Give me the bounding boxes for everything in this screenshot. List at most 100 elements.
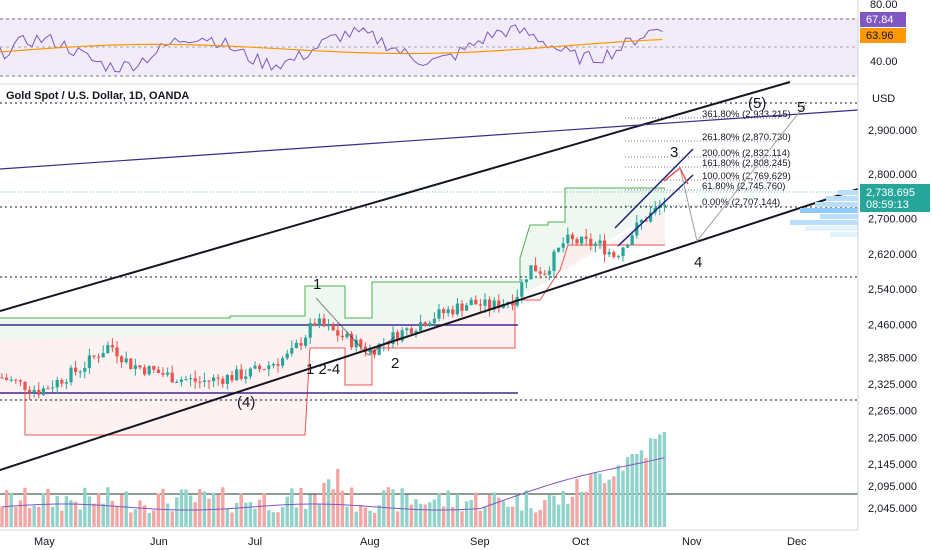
time-tick-label: Aug <box>360 536 380 548</box>
volume-bar <box>492 492 496 527</box>
price-tick-label: 2,620.000 <box>868 249 917 261</box>
candle-body <box>106 345 110 354</box>
svg-text:67.84: 67.84 <box>866 14 894 26</box>
volume-bar <box>584 491 588 527</box>
price-tick-label: 2,460.000 <box>868 320 917 332</box>
volume-bar <box>4 490 9 527</box>
candle-body <box>368 349 372 353</box>
volume-bar <box>464 501 469 527</box>
candle-body <box>662 204 666 207</box>
volume-bar <box>253 508 257 527</box>
time-axis[interactable]: May Jun Jul Aug Sep Oct Nov Dec <box>0 529 858 550</box>
candle-body <box>474 299 478 305</box>
volume-bar <box>234 502 239 527</box>
volume-bar <box>280 506 285 527</box>
candle-body <box>55 379 59 388</box>
price-tick-label: 2,800.000 <box>868 169 917 181</box>
candle-body <box>317 318 321 326</box>
candle-body <box>166 372 170 375</box>
volume-bar <box>14 506 18 527</box>
candle-body <box>0 377 4 379</box>
time-tick-label: Nov <box>682 536 702 548</box>
volume-bar <box>96 493 101 527</box>
volume-bar <box>271 512 276 527</box>
candle-body <box>396 332 400 341</box>
time-tick-label: Dec <box>787 536 807 548</box>
candle-body <box>644 219 648 222</box>
time-tick-label: Jun <box>150 536 168 548</box>
volume-bar <box>566 503 570 527</box>
candle-body <box>552 251 556 271</box>
candle-body <box>156 369 160 373</box>
candle-body <box>235 369 239 381</box>
candle-body <box>377 343 381 355</box>
candle-body <box>432 318 436 324</box>
candle-body <box>170 372 174 383</box>
volume-profile <box>790 190 858 237</box>
candle-body <box>428 323 432 326</box>
volume-bar <box>216 494 220 527</box>
volume-bar <box>184 489 188 527</box>
fib-label: 161.80% (2,808.245) <box>702 158 791 169</box>
rsi-tick-label: 40.00 <box>870 56 898 68</box>
volume-bar <box>529 508 533 527</box>
volume-bar <box>138 500 142 527</box>
volume-bar <box>345 506 349 527</box>
volume-bar <box>175 497 179 527</box>
fib-label: 361.80% (2,933.215) <box>702 109 791 120</box>
candle-body <box>97 356 101 358</box>
volume-bar <box>570 496 575 527</box>
candle-body <box>492 300 496 310</box>
price-tick-label: 2,900.000 <box>868 125 917 137</box>
candle-body <box>460 303 464 311</box>
price-axis[interactable]: USD 80.00 40.00 2,900.000 2,800.000 2,700.0… <box>857 0 932 550</box>
volume-bar <box>625 457 630 527</box>
candle-body <box>179 379 183 383</box>
candle-body <box>74 367 78 372</box>
fib-levels: 361.80% (2,933.215) 261.80% (2,870.730) 20… <box>625 109 791 208</box>
wave-label-2: 2 <box>391 355 399 372</box>
volume-bar <box>469 500 473 527</box>
candle-body <box>175 382 179 384</box>
volume-bar <box>198 489 202 527</box>
candle-body <box>248 368 252 377</box>
volume-bar <box>510 506 515 527</box>
candle-body <box>230 375 234 381</box>
fib-label: 200.00% (2,832.114) <box>702 148 790 159</box>
candle-body <box>262 369 266 371</box>
candle-body <box>304 337 308 346</box>
candle-body <box>603 240 607 255</box>
candle-body <box>649 212 653 222</box>
candle-body <box>69 367 73 383</box>
candle-body <box>630 235 634 245</box>
volume-bar <box>207 498 211 527</box>
volume-ma-line <box>1 457 665 511</box>
candle-body <box>290 347 294 354</box>
candle-body <box>534 265 538 272</box>
current-price-badge <box>860 184 930 212</box>
candle-body <box>225 375 229 384</box>
candle-body <box>465 305 469 311</box>
wave-labels: (5) 5 3 4 1 2 (4) 1 2-4 <box>237 95 805 411</box>
candle-body <box>331 325 335 331</box>
time-tick-label: Oct <box>572 536 589 548</box>
volume-bar <box>451 507 455 527</box>
volume-bar <box>244 502 248 527</box>
candle-body <box>575 239 579 244</box>
candle-body <box>529 265 533 280</box>
volume-bar <box>515 494 519 527</box>
volume-bar <box>428 502 432 527</box>
volume-bar <box>446 490 450 527</box>
wave-label-major-4: (4) <box>237 394 255 411</box>
volume-bar <box>110 500 115 527</box>
candle-body <box>350 333 354 348</box>
candle-body <box>23 381 27 390</box>
candle-body <box>414 330 418 334</box>
candle-body <box>271 364 275 366</box>
volume-bar <box>161 488 165 527</box>
volume-bar <box>308 494 312 527</box>
volume-bar <box>276 512 280 527</box>
candle-body <box>37 389 41 395</box>
time-tick-label: Jul <box>248 536 262 548</box>
